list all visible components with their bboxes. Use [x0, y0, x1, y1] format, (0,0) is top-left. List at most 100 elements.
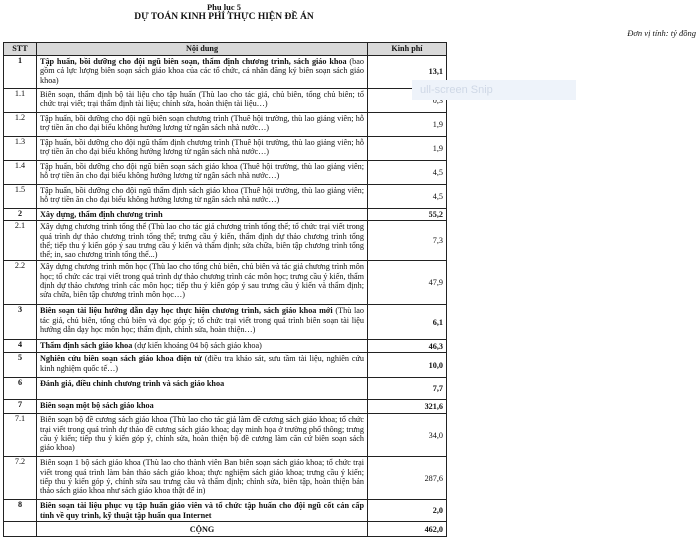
row-cost: 46,3 [367, 339, 447, 354]
row-description: Biên soạn 1 bộ sách giáo khoa (Thù lao c… [40, 458, 364, 496]
row-description: Biên soạn, thẩm định bộ tài liệu cho tập… [40, 90, 364, 109]
row-number: 1 [3, 55, 37, 89]
row-number: 2.2 [3, 260, 37, 306]
snip-overlay: ull-screen Snip [412, 80, 576, 100]
table-row: 1 Tập huấn, bồi dưỡng cho đội ngũ biên so… [3, 55, 447, 89]
row-description: (bao gồm cả lực lượng biên soạn sách giá… [40, 57, 364, 85]
row-title: Đánh giá, điều chỉnh chương trình và sác… [40, 379, 225, 389]
row-number: 1.1 [3, 88, 37, 113]
table-row: 5 Nghiên cứu biên soạn sách giáo khoa điệ… [3, 352, 447, 379]
row-number: 1.4 [3, 160, 37, 185]
row-content: Tập huấn, bồi dưỡng cho đội ngũ biên soạ… [36, 112, 368, 137]
table-row: 2 Xây dựng, thẩm định chương trình 55,2 [3, 207, 447, 222]
table-row: 6 Đánh giá, điều chỉnh chương trình và sá… [3, 377, 447, 401]
row-cost: 7,3 [367, 220, 447, 262]
table-row: 1.2 Tập huấn, bồi dưỡng cho đội ngũ biên … [3, 112, 447, 137]
table-row: 1.4 Tập huấn, bồi dưỡng cho đội ngũ biên … [3, 160, 447, 185]
appendix-label: Phụ lục 5 [206, 2, 241, 12]
row-cost: 2,0 [367, 499, 447, 523]
row-content: Xây dựng, thẩm định chương trình [36, 207, 368, 222]
table-row: 1.3 Tập huấn, bồi dưỡng cho đội ngũ thẩm … [3, 136, 447, 161]
row-cost: 34,0 [367, 413, 447, 458]
row-content: Biên soạn tài liệu hướng dẫn dạy học thự… [36, 304, 368, 341]
column-header-cost: Kinh phí [367, 42, 447, 56]
row-content: Biên soạn, thẩm định bộ tài liệu cho tập… [36, 88, 368, 113]
row-title: Biên soạn tài liệu hướng dẫn dạy học thự… [40, 306, 333, 316]
row-description: (điều tra khảo sát, sưu tầm tài liệu, ng… [40, 354, 364, 373]
row-description: Xây dựng chương trình môn học (Thù lao c… [40, 262, 364, 300]
row-cost: 47,9 [367, 260, 447, 306]
row-title: Biên soạn tài liệu phục vụ tập huấn giáo… [40, 501, 364, 520]
row-cost: 1,9 [367, 136, 447, 161]
row-description: Xây dựng chương trình tổng thể (Thù lao … [40, 222, 364, 260]
row-cost: 1,9 [367, 112, 447, 137]
table-row: 8 Biên soạn tài liệu phục vụ tập huấn giá… [3, 499, 447, 523]
row-number: 7.1 [3, 413, 37, 458]
row-number: 3 [3, 304, 37, 341]
row-content: Tập huấn, bồi dưỡng cho đội ngũ thẩm địn… [36, 184, 368, 209]
row-cost: 7,7 [367, 377, 447, 401]
row-number: 8 [3, 499, 37, 523]
total-stt [3, 521, 37, 537]
row-title: Tập huấn, bồi dưỡng cho đội ngũ biên soạ… [40, 57, 347, 66]
row-cost: 10,0 [367, 352, 447, 379]
table-row: 3 Biên soạn tài liệu hướng dẫn dạy học th… [3, 304, 447, 341]
document-title: DỰ TOÁN KINH PHÍ THỰC HIỆN ĐỀ ÁN [134, 12, 314, 22]
row-description: (dự kiến khoảng 04 bộ sách giáo khoa) [132, 341, 262, 351]
row-content: Biên soạn một bộ sách giáo khoa [36, 399, 368, 415]
row-content: Tập huấn, bồi dưỡng cho đội ngũ thẩm địn… [36, 136, 368, 161]
table-row: 7.2 Biên soạn 1 bộ sách giáo khoa (Thù la… [3, 456, 447, 501]
total-row: CỘNG 462,0 [3, 521, 447, 537]
row-cost: 4,5 [367, 160, 447, 185]
row-title: Xây dựng, thẩm định chương trình [40, 210, 163, 219]
row-content: Biên soạn tài liệu phục vụ tập huấn giáo… [36, 499, 368, 523]
column-header-content: Nội dung [36, 42, 368, 56]
table-row: 7.1 Biên soạn bộ đề cương sách giáo khoa … [3, 413, 447, 458]
row-number: 1.5 [3, 184, 37, 209]
budget-table: STT Nội dung Kinh phí 1 Tập huấn, bồi dưỡ… [3, 42, 447, 537]
row-number: 5 [3, 352, 37, 379]
row-number: 2 [3, 207, 37, 222]
row-description: Biên soạn bộ đề cương sách giáo khoa (Th… [40, 415, 364, 453]
total-label: CỘNG [36, 521, 368, 537]
table-row: 1.5 Tập huấn, bồi dưỡng cho đội ngũ thẩm … [3, 184, 447, 209]
row-content: Biên soạn 1 bộ sách giáo khoa (Thù lao c… [36, 456, 368, 501]
row-title: Thẩm định sách giáo khoa [40, 341, 133, 351]
row-content: Tập huấn, bồi dưỡng cho đội ngũ biên soạ… [36, 160, 368, 185]
row-description: Tập huấn, bồi dưỡng cho đội ngũ thẩm địn… [40, 138, 364, 157]
row-content: Tập huấn, bồi dưỡng cho đội ngũ biên soạ… [36, 55, 368, 89]
row-content: Xây dựng chương trình môn học (Thù lao c… [36, 260, 368, 306]
row-number: 6 [3, 377, 37, 401]
row-title: Nghiên cứu biên soạn sách giáo khoa điện… [40, 354, 202, 364]
table-row: 4 Thẩm định sách giáo khoa (dự kiến khoản… [3, 339, 447, 354]
row-number: 1.2 [3, 112, 37, 137]
row-content: Đánh giá, điều chỉnh chương trình và sác… [36, 377, 368, 401]
row-content: Nghiên cứu biên soạn sách giáo khoa điện… [36, 352, 368, 379]
row-cost: 6,1 [367, 304, 447, 341]
row-content: Thẩm định sách giáo khoa (dự kiến khoảng… [36, 339, 368, 354]
row-cost: 287,6 [367, 456, 447, 501]
row-cost: 55,2 [367, 207, 447, 222]
row-number: 7 [3, 399, 37, 415]
table-row: 1.1 Biên soạn, thẩm định bộ tài liệu cho … [3, 88, 447, 113]
row-cost: 4,5 [367, 184, 447, 209]
row-description: Tập huấn, bồi dưỡng cho đội ngũ thẩm địn… [40, 186, 364, 205]
column-header-stt: STT [3, 42, 37, 56]
row-content: Xây dựng chương trình tổng thể (Thù lao … [36, 220, 368, 262]
row-number: 1.3 [3, 136, 37, 161]
unit-label: Đơn vị tính: tỷ đồng [627, 28, 696, 38]
table-row: 7 Biên soạn một bộ sách giáo khoa 321,6 [3, 399, 447, 415]
row-content: Biên soạn bộ đề cương sách giáo khoa (Th… [36, 413, 368, 458]
row-description: (Thù lao tác giả, chủ biên, tổng chủ biê… [40, 306, 364, 335]
row-description: Tập huấn, bồi dưỡng cho đội ngũ biên soạ… [40, 114, 364, 133]
row-number: 7.2 [3, 456, 37, 501]
row-description: Tập huấn, bồi dưỡng cho đội ngũ biên soạ… [40, 162, 364, 181]
total-cost: 462,0 [367, 521, 447, 537]
table-row: 2.2 Xây dựng chương trình môn học (Thù la… [3, 260, 447, 306]
table-header-row: STT Nội dung Kinh phí [3, 42, 447, 56]
row-number: 2.1 [3, 220, 37, 262]
row-number: 4 [3, 339, 37, 354]
row-cost: 321,6 [367, 399, 447, 415]
table-row: 2.1 Xây dựng chương trình tổng thể (Thù l… [3, 220, 447, 262]
row-title: Biên soạn một bộ sách giáo khoa [40, 401, 154, 411]
